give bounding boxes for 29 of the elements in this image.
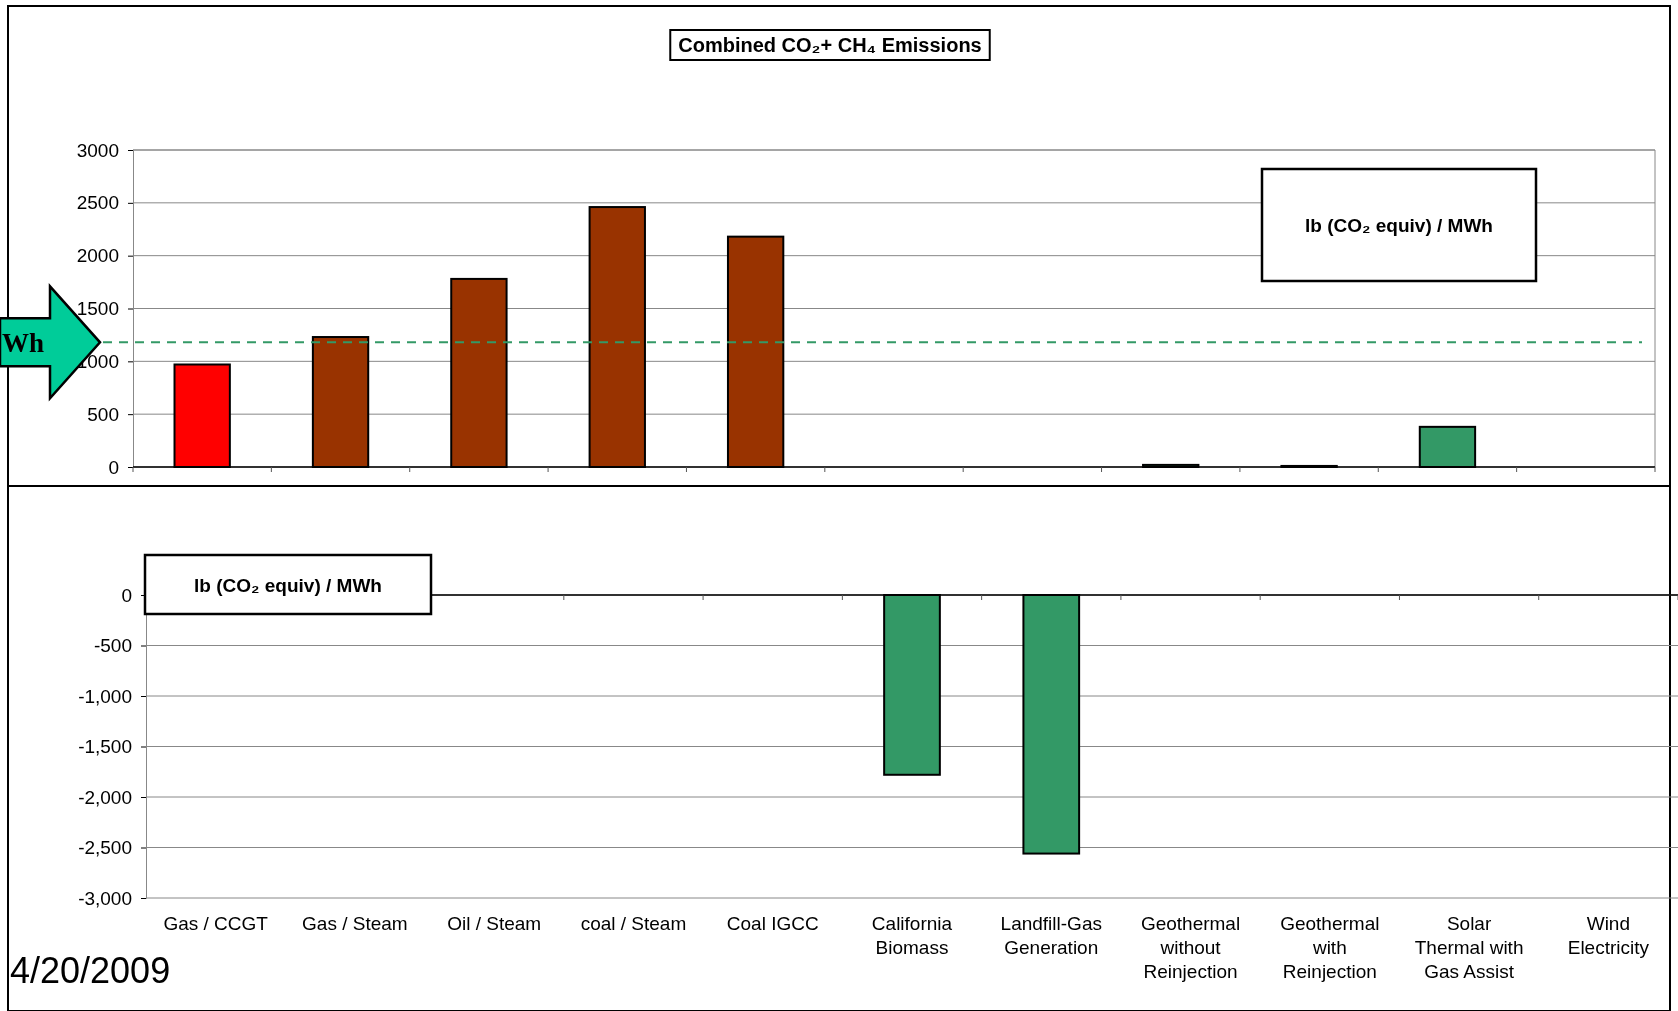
x-tick-label: Landfill-Gas Generation bbox=[1000, 913, 1102, 958]
y-tick-label: 0 bbox=[108, 456, 119, 478]
y-tick-label: 3000 bbox=[76, 139, 119, 161]
y-tick-label: -1,000 bbox=[78, 685, 132, 707]
y-tick-label: 0 bbox=[121, 584, 132, 606]
y-tick-label: -1,500 bbox=[78, 736, 132, 758]
x-tick-label: Coal IGCC bbox=[726, 913, 819, 934]
x-tick-label: California Biomass bbox=[871, 913, 953, 958]
x-tick-label: Solar Thermal with Gas Assist bbox=[1414, 913, 1524, 982]
x-tick-label: Geothermal with Reinjection bbox=[1280, 913, 1380, 982]
y-tick-label: -2,000 bbox=[78, 786, 132, 808]
y-tick-label: 1500 bbox=[76, 298, 119, 320]
x-tick-label: Oil / Steam bbox=[447, 913, 542, 934]
y-tick-label: 2000 bbox=[76, 245, 119, 267]
x-tick-label: Gas / Steam bbox=[302, 913, 408, 934]
y-tick-label: -500 bbox=[93, 635, 132, 657]
y-tick-label: 500 bbox=[87, 403, 119, 425]
annotation: lb (CO₂ equiv) / MWh bbox=[1305, 215, 1493, 236]
annotation: lb (CO₂ equiv) / MWh bbox=[194, 574, 382, 596]
y-tick-label: -3,000 bbox=[78, 887, 132, 909]
text: 4/20/2009 bbox=[10, 950, 171, 991]
x-tick-label: Geothermal without Reinjection bbox=[1140, 913, 1241, 982]
ref-line-label: Wh bbox=[2, 328, 45, 359]
x-tick-label: coal / Steam bbox=[580, 913, 687, 934]
x-tick-label: Gas / CCGT bbox=[163, 913, 269, 934]
y-tick-label: 2500 bbox=[76, 192, 119, 214]
y-tick-label: -2,500 bbox=[78, 837, 132, 859]
chart-title: Combined CO₂+ CH₄ Emissions bbox=[678, 34, 982, 56]
x-tick-label: Wind Electricity bbox=[1567, 913, 1650, 958]
